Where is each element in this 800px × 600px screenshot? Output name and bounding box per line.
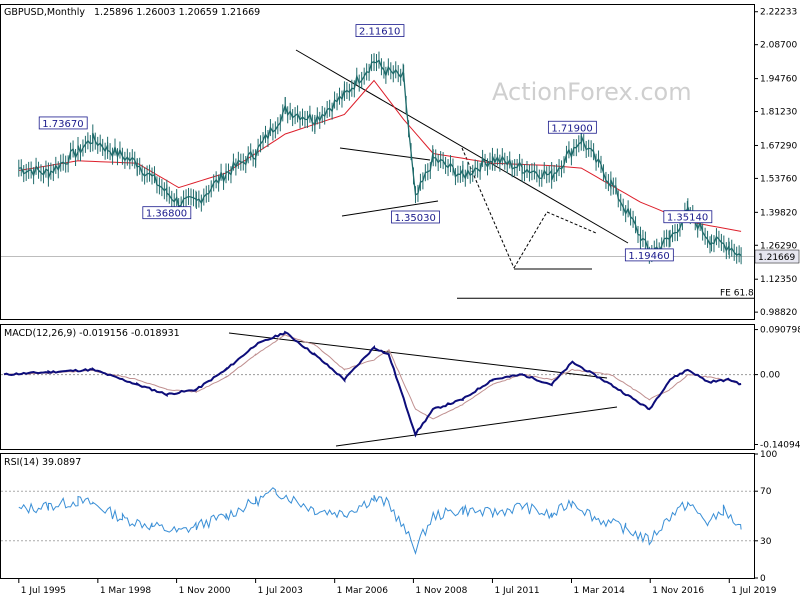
last-price-value: 1.21669 bbox=[758, 253, 795, 263]
macd-signal-line bbox=[3, 333, 742, 420]
price-tick-label-9: 0.98820 bbox=[760, 308, 797, 318]
price-label-0: 2.11610 bbox=[359, 27, 400, 38]
rsi-tick-label-3: 0 bbox=[760, 574, 766, 584]
x-tick-label-6: 1 Jul 2011 bbox=[494, 586, 539, 596]
price-panel-frame bbox=[0, 4, 755, 320]
rsi-line bbox=[18, 487, 742, 555]
price-label-3: 1.35030 bbox=[394, 213, 435, 224]
x-tick-label-5: 1 Nov 2008 bbox=[415, 586, 467, 596]
macd-panel-frame bbox=[0, 324, 755, 450]
price-tick-label-8: 1.12350 bbox=[760, 275, 797, 285]
last-price-box bbox=[754, 249, 800, 264]
price-tick-label-1: 2.08700 bbox=[760, 41, 797, 51]
macd-y-axis: 0.090798 0.00 -0.14094 bbox=[754, 326, 800, 451]
fibo-leg-3 bbox=[546, 211, 597, 234]
price-label-5: 1.35140 bbox=[667, 213, 708, 224]
x-tick-label-8: 1 Nov 2016 bbox=[652, 586, 704, 596]
trendline-channel-bottom bbox=[341, 200, 439, 217]
rsi-y-axis: 100 70 30 0 bbox=[754, 450, 777, 584]
rsi-panel-frame bbox=[0, 453, 755, 579]
x-tick-label-1: 1 Mar 1998 bbox=[100, 586, 152, 596]
macd-trendlines bbox=[228, 332, 618, 447]
price-annotations: 2.11610 1.73670 1.36800 1.35030 1.71900 1.351… bbox=[38, 24, 713, 262]
trendline-channel-top bbox=[339, 147, 431, 161]
x-tick-label-3: 1 Jul 2003 bbox=[258, 586, 303, 596]
price-label-box-2 bbox=[142, 206, 192, 220]
x-tick-label-2: 1 Nov 2000 bbox=[179, 586, 231, 596]
price-label-box-6 bbox=[624, 248, 674, 262]
price-label-box-5 bbox=[663, 210, 713, 224]
macd-tick-label-2: -0.14094 bbox=[760, 441, 800, 451]
fe-label: FE 61.8 bbox=[720, 288, 754, 298]
trendline-descending bbox=[295, 49, 629, 244]
macd-tick-label-0: 0.090798 bbox=[760, 326, 800, 336]
price-label-box-3 bbox=[391, 210, 440, 224]
ohlc-values: 1.25896 1.26003 1.20659 1.21669 bbox=[94, 7, 260, 18]
macd-line bbox=[3, 330, 742, 438]
price-tick-label-7: 1.26290 bbox=[760, 241, 797, 251]
price-label-box-0 bbox=[355, 24, 405, 37]
price-tick-label-0: 2.22233 bbox=[760, 8, 797, 18]
price-label-box-1 bbox=[38, 116, 88, 130]
price-label-6: 1.19460 bbox=[628, 251, 669, 262]
macd-tick-label-1: 0.00 bbox=[760, 371, 780, 381]
rsi-tick-label-2: 30 bbox=[760, 537, 772, 547]
price-label-2: 1.36800 bbox=[146, 209, 187, 220]
price-label-box-4 bbox=[547, 120, 597, 134]
symbol-label: GBPUSD,Monthly bbox=[4, 7, 85, 18]
price-tick-label-3: 1.81230 bbox=[760, 108, 797, 118]
price-tick-label-5: 1.53760 bbox=[760, 174, 797, 184]
x-tick-label-0: 1 Jul 1995 bbox=[21, 586, 66, 596]
macd-header: MACD(12,26,9) -0.019156 -0.018931 bbox=[4, 328, 180, 339]
x-tick-label-7: 1 Mar 2014 bbox=[573, 586, 625, 596]
x-axis: 1 Jul 1995 1 Mar 1998 1 Nov 2000 1 Jul 2003… bbox=[18, 578, 777, 596]
price-label-4: 1.71900 bbox=[551, 123, 592, 134]
x-tick-label-9: 1 Jul 2019 bbox=[731, 586, 776, 596]
macd-trendline-bottom bbox=[335, 406, 618, 447]
price-tick-label-2: 1.94760 bbox=[760, 75, 797, 85]
price-y-axis: 2.22233 2.08700 1.94760 1.81230 1.67290 1.537… bbox=[754, 8, 797, 318]
price-tick-label-4: 1.67290 bbox=[760, 141, 797, 151]
rsi-tick-label-0: 100 bbox=[760, 450, 777, 460]
fibo-leg-2 bbox=[513, 211, 548, 269]
macd-trendline-top bbox=[228, 332, 608, 379]
rsi-tick-label-1: 70 bbox=[760, 487, 772, 497]
rsi-header: RSI(14) 39.0897 bbox=[4, 457, 81, 468]
price-header: GBPUSD,Monthly 1.25896 1.26003 1.20659 1… bbox=[4, 7, 260, 18]
price-tick-label-6: 1.39820 bbox=[760, 208, 797, 218]
price-label-1: 1.73670 bbox=[42, 119, 83, 130]
watermark: ActionForex.com bbox=[492, 78, 692, 106]
x-tick-label-4: 1 Mar 2006 bbox=[337, 586, 389, 596]
